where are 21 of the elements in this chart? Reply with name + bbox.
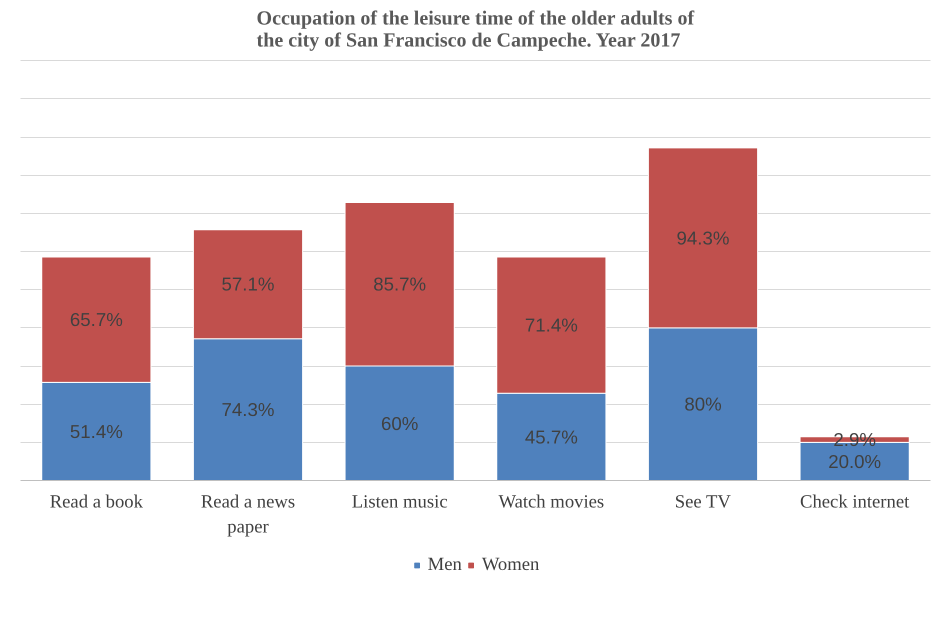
x-tick-label: See TV [674, 492, 732, 512]
data-label: 85.7% [373, 274, 426, 295]
chart-title: Occupation of the leisure time of the older adults of the city of San Francisco de Campeche. Year 2017 [256, 8, 694, 52]
data-label: 94.3% [676, 227, 730, 248]
x-tick-label: Listen music [352, 492, 448, 512]
x-tick-label: Check internet [800, 492, 910, 512]
data-label: 51.4% [70, 420, 123, 442]
data-label: 60% [380, 412, 418, 434]
data-label: 71.4% [524, 314, 578, 336]
data-label: 80% [684, 394, 722, 415]
data-label: 2.9% [833, 429, 876, 450]
data-label: 45.7% [524, 426, 578, 448]
data-label: 74.3% [222, 399, 274, 420]
x-tick-label: Watch movies [498, 492, 604, 512]
legend-label: Men [428, 554, 462, 576]
data-label: 65.7% [70, 309, 123, 330]
x-tick-label: Read a book [50, 492, 144, 512]
data-label: 20.0% [828, 450, 882, 472]
x-tick-label: Read a news paper [200, 492, 296, 538]
legend-label: Women [482, 554, 540, 576]
data-label: 57.1% [222, 274, 274, 295]
